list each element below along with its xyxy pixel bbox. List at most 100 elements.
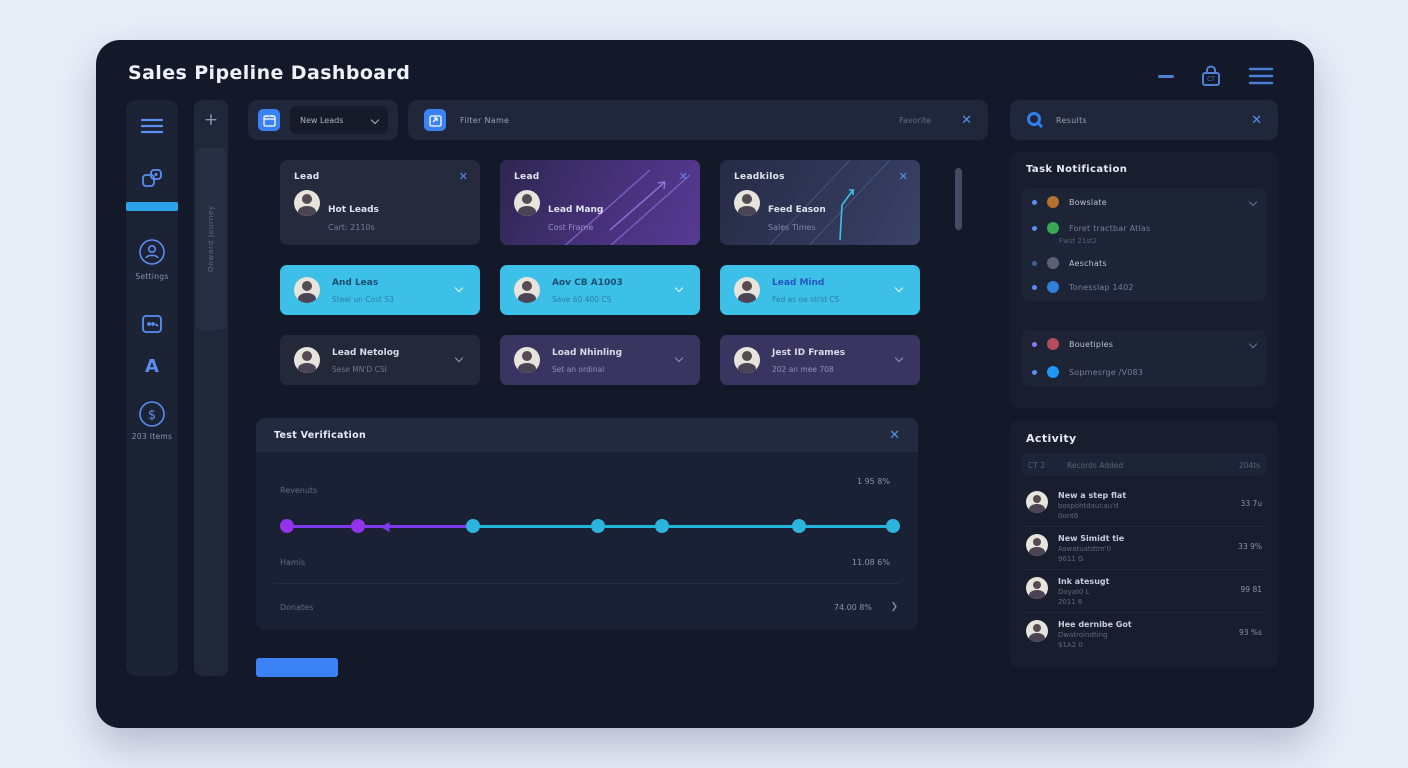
card-sub: Sese MN'D CSI bbox=[332, 365, 387, 374]
favorite-label: Favorite bbox=[899, 115, 932, 125]
card-sub: 202 an mee 708 bbox=[772, 365, 834, 374]
card-sub: Fed as oe strid CS bbox=[772, 295, 840, 304]
activity-item-sub: 0ont6 bbox=[1058, 512, 1079, 520]
search-box[interactable]: Results ✕ bbox=[1010, 100, 1278, 140]
chevron-down-icon[interactable] bbox=[1248, 339, 1258, 349]
task-item[interactable]: Tonesslap 1402 bbox=[1032, 281, 1256, 293]
lead-card[interactable]: Lead ✕ Lead Mang Cost Frame bbox=[500, 160, 700, 245]
lead-card[interactable]: Leadkilos ✕ Feed Eason Sales Times bbox=[720, 160, 920, 245]
metric-label: Revenuts bbox=[280, 486, 318, 495]
chevron-down-icon[interactable] bbox=[454, 353, 464, 363]
timeline-dot[interactable] bbox=[791, 519, 806, 533]
lead-card[interactable]: Jest ID Frames 202 an mee 708 bbox=[720, 335, 920, 385]
activity-item[interactable]: New Simidt tie Aswatuatdtm'0 9611 G 33 9… bbox=[1022, 526, 1266, 569]
lead-card[interactable]: Load Nhinling Set an ordinal bbox=[500, 335, 700, 385]
avatar bbox=[1026, 620, 1048, 642]
lock-icon[interactable]: CT bbox=[1200, 64, 1222, 88]
activity-item[interactable]: Ink atesugt Doyat0 L 2011 6 99 81 bbox=[1022, 569, 1266, 612]
scrollbar-thumb[interactable] bbox=[955, 168, 962, 230]
filter-name-box[interactable]: Filter Name Favorite ✕ bbox=[408, 100, 988, 140]
task-item[interactable]: Bowslate bbox=[1032, 196, 1258, 208]
activity-item-sub: Aswatuatdtm'0 bbox=[1058, 545, 1112, 553]
avatar bbox=[294, 277, 320, 303]
avatar bbox=[734, 190, 760, 216]
task-notification-panel: Task Notification Bowslate Foret tractba… bbox=[1010, 152, 1278, 408]
hamburger-icon[interactable] bbox=[141, 118, 163, 134]
chevron-down-icon[interactable] bbox=[1248, 197, 1258, 207]
lead-card[interactable]: Aov CB A1003 Save 60 400 CS bbox=[500, 265, 700, 315]
close-icon[interactable]: ✕ bbox=[678, 170, 688, 183]
add-icon[interactable]: + bbox=[203, 110, 219, 130]
chevron-down-icon[interactable] bbox=[894, 283, 904, 293]
task-label: Bowslate bbox=[1069, 197, 1107, 207]
activity-item-title: New Simidt tie bbox=[1058, 534, 1125, 543]
card-sub: Set an ordinal bbox=[552, 365, 605, 374]
close-icon[interactable]: ✕ bbox=[458, 170, 468, 183]
chevron-down-icon[interactable] bbox=[674, 283, 684, 293]
lead-card[interactable]: Lead Mind Fed as oe strid CS bbox=[720, 265, 920, 315]
chat-icon[interactable] bbox=[140, 312, 164, 336]
user-settings-icon[interactable] bbox=[138, 238, 166, 266]
minimize-icon[interactable] bbox=[1158, 74, 1174, 78]
typography-icon[interactable]: A bbox=[145, 356, 159, 377]
metric-value: 74.00 8% bbox=[833, 603, 872, 612]
task-label: Sopmesrge /V083 bbox=[1069, 367, 1144, 377]
avatar bbox=[1026, 577, 1048, 599]
status-dot bbox=[1032, 199, 1037, 205]
task-group: Bowslate Foret tractbar Atlas Fwst 21st2… bbox=[1022, 188, 1266, 301]
card-name: Aov CB A1003 bbox=[552, 278, 623, 288]
activity-item-value: 99 81 bbox=[1240, 585, 1262, 594]
chevron-right-icon[interactable]: ❯ bbox=[890, 602, 898, 612]
pipeline-timeline bbox=[279, 519, 901, 533]
clear-filter-icon[interactable]: ✕ bbox=[961, 112, 972, 128]
menu-icon[interactable] bbox=[1248, 66, 1274, 86]
chart-line-decoration bbox=[768, 160, 891, 245]
chevron-down-icon[interactable] bbox=[454, 283, 464, 293]
activity-item-title: Hee dernibe Got bbox=[1058, 620, 1132, 629]
chevron-down-icon[interactable] bbox=[894, 353, 904, 363]
currency-icon[interactable]: $ bbox=[138, 400, 166, 428]
verification-panel-header: Test Verification ✕ bbox=[256, 418, 918, 452]
clear-search-icon[interactable]: ✕ bbox=[1251, 112, 1262, 128]
timeline-dot[interactable] bbox=[886, 519, 901, 533]
task-label: Foret tractbar Atlas bbox=[1069, 223, 1151, 233]
task-icon bbox=[1047, 366, 1059, 378]
activity-list: New a step flat bospohtdaucau'd 0ont6 33… bbox=[1022, 484, 1266, 655]
activity-title: Activity bbox=[1026, 432, 1077, 445]
task-item[interactable]: Sopmesrge /V083 bbox=[1032, 366, 1256, 378]
close-icon[interactable]: ✕ bbox=[889, 427, 900, 443]
lead-card[interactable]: Lead Netolog Sese MN'D CSI bbox=[280, 335, 480, 385]
task-item[interactable]: Aeschats bbox=[1032, 257, 1256, 269]
activity-meta-c3: 204ts bbox=[1238, 460, 1260, 470]
date-filter-box: New Leads bbox=[248, 100, 398, 140]
activity-meta-c1: CT 2 bbox=[1028, 460, 1045, 470]
task-item[interactable]: Bouetiples bbox=[1032, 338, 1258, 350]
task-icon bbox=[1047, 196, 1059, 208]
card-name: Lead Mang bbox=[548, 205, 604, 215]
boards-icon[interactable] bbox=[140, 166, 164, 190]
close-icon[interactable]: ✕ bbox=[898, 170, 908, 183]
task-icon bbox=[1047, 338, 1059, 350]
timeline-dot[interactable] bbox=[654, 519, 669, 533]
status-dot bbox=[1032, 284, 1037, 290]
timeline-dot[interactable] bbox=[465, 519, 480, 533]
task-item[interactable]: Foret tractbar Atlas Fwst 21st2 bbox=[1032, 222, 1256, 245]
card-header: Leadkilos bbox=[734, 171, 785, 182]
timeline-dot[interactable] bbox=[591, 519, 606, 533]
card-sub: Cart: 2110s bbox=[328, 223, 375, 232]
task-label: Aeschats bbox=[1069, 258, 1107, 268]
tasks-title: Task Notification bbox=[1026, 164, 1128, 175]
rail-vertical-card[interactable]: Onward Journey bbox=[196, 148, 226, 330]
timeline-dot[interactable] bbox=[279, 519, 294, 533]
task-sublabel: Fwst 21st2 bbox=[1059, 237, 1098, 245]
card-name: Feed Eason bbox=[768, 205, 826, 215]
activity-item[interactable]: Hee dernibe Got Dwatroindting $1A2 0 93 … bbox=[1022, 612, 1266, 655]
chevron-down-icon[interactable] bbox=[674, 353, 684, 363]
lead-card[interactable]: And Leas Steel un Cost S3 bbox=[280, 265, 480, 315]
task-icon bbox=[1047, 257, 1059, 269]
lead-card[interactable]: Lead ✕ Hot Leads Cart: 2110s bbox=[280, 160, 480, 245]
primary-action-button[interactable] bbox=[256, 658, 338, 677]
activity-item[interactable]: New a step flat bospohtdaucau'd 0ont6 33… bbox=[1022, 484, 1266, 526]
leads-dropdown[interactable]: New Leads bbox=[290, 106, 388, 134]
timeline-dot[interactable] bbox=[351, 519, 366, 533]
